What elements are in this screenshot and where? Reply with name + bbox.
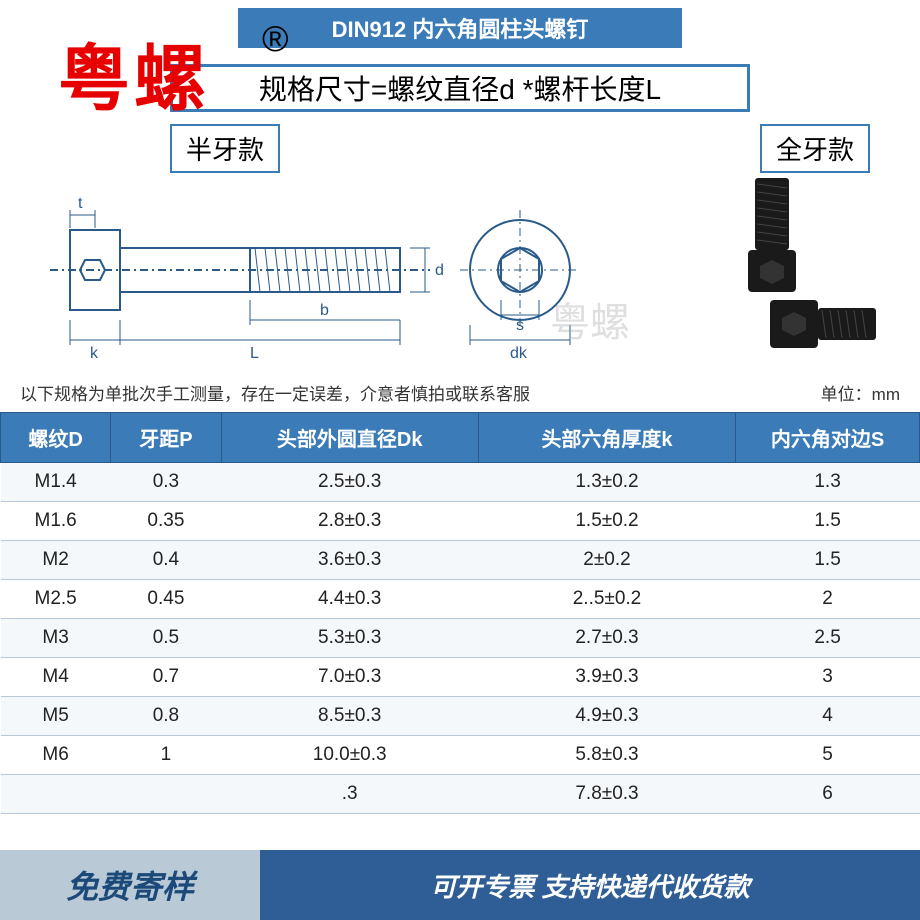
spec-formula: 规格尺寸=螺纹直径d *螺杆长度L	[170, 64, 750, 112]
table-cell: 1.3	[736, 463, 920, 502]
table-row: M20.43.6±0.32±0.21.5	[1, 541, 920, 580]
table-row: M30.55.3±0.32.7±0.32.5	[1, 619, 920, 658]
table-row: M1.40.32.5±0.31.3±0.21.3	[1, 463, 920, 502]
table-row: .37.8±0.36	[1, 775, 920, 814]
table-cell: 2.7±0.3	[478, 619, 735, 658]
technical-diagram: t k L b d s dk	[30, 170, 630, 370]
variant-half-thread: 半牙款	[170, 124, 280, 173]
table-cell: 5.3±0.3	[221, 619, 478, 658]
table-header: 牙距P	[111, 413, 221, 463]
variant-full-thread: 全牙款	[760, 124, 870, 173]
svg-text:dk: dk	[510, 345, 528, 362]
table-cell: 0.5	[111, 619, 221, 658]
spec-table: 螺纹D牙距P头部外圆直径Dk头部六角厚度k内六角对边S M1.40.32.5±0…	[0, 412, 920, 814]
table-cell: .3	[221, 775, 478, 814]
table-cell: 2±0.2	[478, 541, 735, 580]
table-cell	[111, 775, 221, 814]
table-cell: 1.5±0.2	[478, 502, 735, 541]
registered-symbol: ®	[262, 18, 289, 60]
header-banner: DIN912 内六角圆柱头螺钉	[238, 8, 682, 48]
table-cell: M3	[1, 619, 111, 658]
svg-text:d: d	[435, 262, 444, 279]
footer-free-sample: 免费寄样	[0, 850, 260, 920]
measurement-note: 以下规格为单批次手工测量，存在一定误差，介意者慎拍或联系客服	[20, 380, 530, 405]
table-row: M6110.0±0.35.8±0.35	[1, 736, 920, 775]
table-row: M40.77.0±0.33.9±0.33	[1, 658, 920, 697]
table-cell: 6	[736, 775, 920, 814]
table-row: M50.88.5±0.34.9±0.34	[1, 697, 920, 736]
svg-text:s: s	[516, 317, 524, 334]
table-cell: 2.5±0.3	[221, 463, 478, 502]
table-cell: M1.4	[1, 463, 111, 502]
svg-text:L: L	[250, 345, 259, 362]
table-cell: 3.9±0.3	[478, 658, 735, 697]
table-cell: 2	[736, 580, 920, 619]
svg-text:t: t	[78, 195, 83, 212]
table-cell: 7.8±0.3	[478, 775, 735, 814]
table-header: 螺纹D	[1, 413, 111, 463]
table-header: 头部外圆直径Dk	[221, 413, 478, 463]
table-cell: 7.0±0.3	[221, 658, 478, 697]
table-cell: 0.35	[111, 502, 221, 541]
table-cell: 10.0±0.3	[221, 736, 478, 775]
table-cell: 4	[736, 697, 920, 736]
table-cell: 5.8±0.3	[478, 736, 735, 775]
table-cell: M5	[1, 697, 111, 736]
table-cell: M4	[1, 658, 111, 697]
table-cell: 1.3±0.2	[478, 463, 735, 502]
table-cell: 1.5	[736, 541, 920, 580]
table-cell: 0.45	[111, 580, 221, 619]
table-cell: 3	[736, 658, 920, 697]
table-cell: M1.6	[1, 502, 111, 541]
table-cell: 2..5±0.2	[478, 580, 735, 619]
table-cell: 0.3	[111, 463, 221, 502]
table-cell: 1	[111, 736, 221, 775]
svg-text:k: k	[90, 345, 99, 362]
table-cell: M2	[1, 541, 111, 580]
table-cell: M6	[1, 736, 111, 775]
table-cell: M2.5	[1, 580, 111, 619]
svg-text:b: b	[320, 302, 329, 319]
table-cell: 1.5	[736, 502, 920, 541]
table-header: 内六角对边S	[736, 413, 920, 463]
table-row: M2.50.454.4±0.32..5±0.22	[1, 580, 920, 619]
table-cell: 5	[736, 736, 920, 775]
brand-watermark: 粤螺	[58, 20, 210, 125]
table-cell: 4.9±0.3	[478, 697, 735, 736]
table-cell: 3.6±0.3	[221, 541, 478, 580]
table-cell: 4.4±0.3	[221, 580, 478, 619]
table-cell	[1, 775, 111, 814]
table-cell: 2.5	[736, 619, 920, 658]
table-cell: 0.7	[111, 658, 221, 697]
table-cell: 2.8±0.3	[221, 502, 478, 541]
table-cell: 0.8	[111, 697, 221, 736]
product-photo	[660, 170, 880, 360]
table-row: M1.60.352.8±0.31.5±0.21.5	[1, 502, 920, 541]
footer-services: 可开专票 支持快递代收货款	[260, 850, 920, 920]
table-cell: 8.5±0.3	[221, 697, 478, 736]
table-cell: 0.4	[111, 541, 221, 580]
table-header: 头部六角厚度k	[478, 413, 735, 463]
unit-label: 单位：mm	[821, 380, 900, 405]
